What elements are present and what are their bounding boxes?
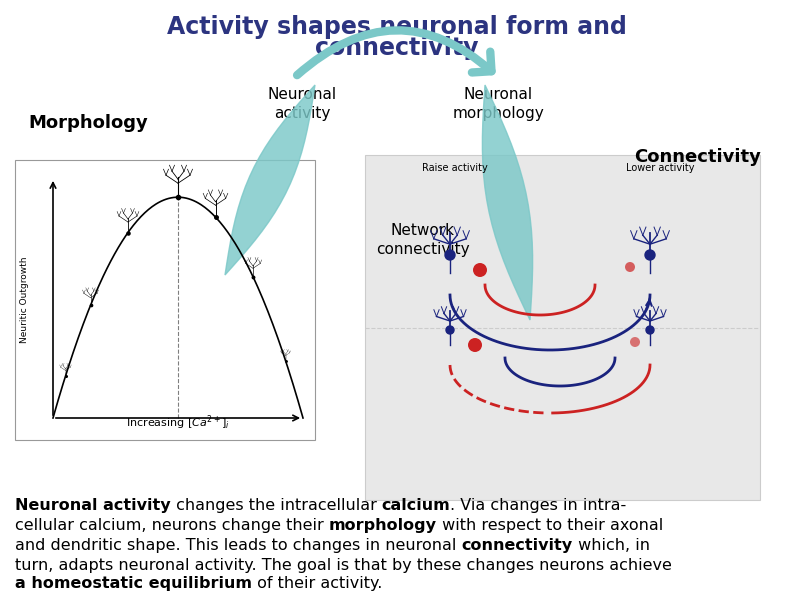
Text: Morphology: Morphology	[28, 114, 148, 132]
Polygon shape	[483, 85, 533, 320]
Text: changes the intracellular: changes the intracellular	[171, 498, 382, 513]
Text: morphology: morphology	[329, 518, 437, 533]
Text: Lower activity: Lower activity	[626, 163, 694, 173]
Text: with respect to their axonal: with respect to their axonal	[437, 518, 663, 533]
Circle shape	[445, 250, 455, 260]
Text: which, in: which, in	[572, 538, 649, 553]
Text: calcium: calcium	[382, 498, 450, 513]
Text: and dendritic shape. This leads to changes in neuronal: and dendritic shape. This leads to chang…	[15, 538, 461, 553]
Text: Neuritic Outgrowth: Neuritic Outgrowth	[21, 257, 29, 343]
Text: Raise activity: Raise activity	[422, 163, 488, 173]
Text: turn, adapts neuronal activity. The goal is that by these changes neurons achiev: turn, adapts neuronal activity. The goal…	[15, 558, 672, 573]
Circle shape	[446, 326, 454, 334]
Text: of their activity.: of their activity.	[252, 576, 383, 591]
Circle shape	[630, 337, 640, 347]
Circle shape	[645, 250, 655, 260]
Text: a homeostatic equilibrium: a homeostatic equilibrium	[15, 576, 252, 591]
Circle shape	[468, 338, 482, 352]
Text: Network
connectivity: Network connectivity	[376, 223, 470, 257]
Circle shape	[646, 326, 654, 334]
Text: . Via changes in intra-: . Via changes in intra-	[450, 498, 626, 513]
Text: Neuronal
morphology: Neuronal morphology	[452, 87, 544, 121]
Text: Neuronal activity: Neuronal activity	[15, 498, 171, 513]
FancyBboxPatch shape	[15, 160, 315, 440]
Text: connectivity: connectivity	[461, 538, 572, 553]
Circle shape	[625, 262, 635, 272]
Text: Neuronal
activity: Neuronal activity	[268, 87, 337, 121]
Polygon shape	[225, 85, 315, 275]
Text: Increasing $[Ca^{2+}]_i$: Increasing $[Ca^{2+}]_i$	[126, 414, 230, 432]
FancyBboxPatch shape	[365, 155, 760, 500]
Text: Activity shapes neuronal form and: Activity shapes neuronal form and	[167, 15, 627, 39]
Circle shape	[473, 263, 487, 277]
Text: connectivity: connectivity	[315, 36, 479, 60]
Text: cellular calcium, neurons change their: cellular calcium, neurons change their	[15, 518, 329, 533]
FancyArrowPatch shape	[297, 30, 491, 75]
Text: Connectivity: Connectivity	[634, 148, 761, 166]
